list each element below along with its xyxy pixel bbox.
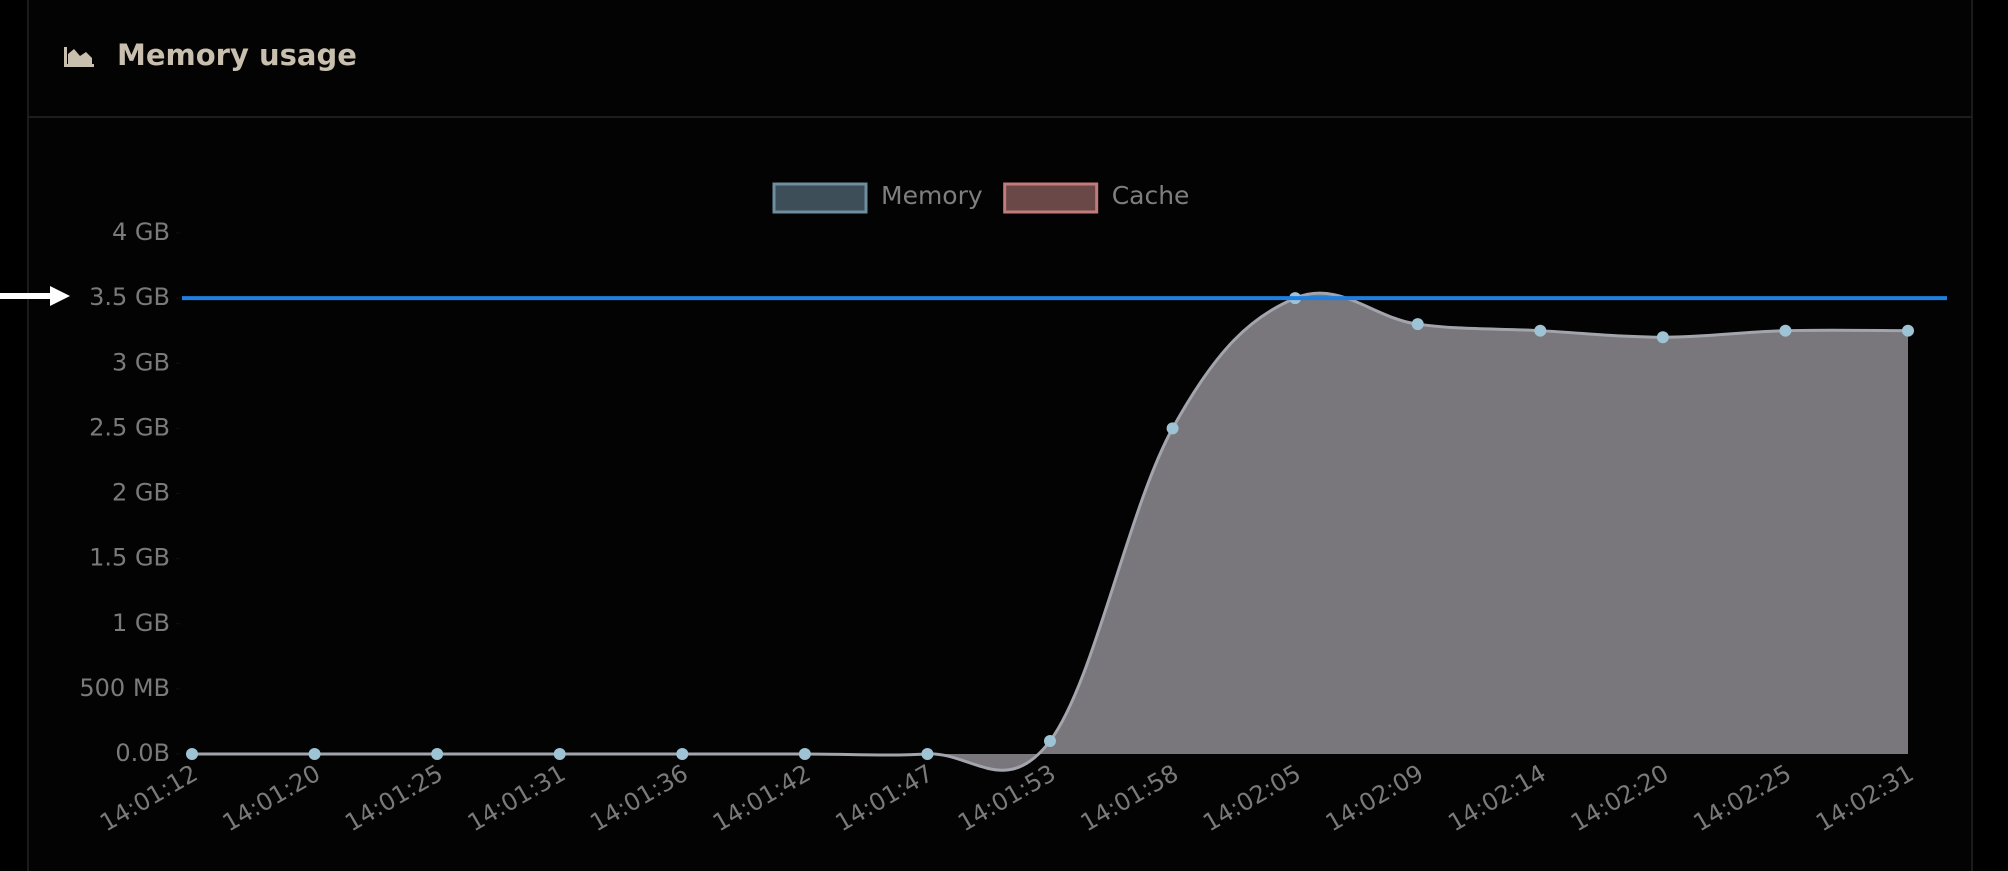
legend-label: Memory bbox=[881, 181, 983, 210]
data-point bbox=[1534, 324, 1547, 337]
legend-swatch bbox=[772, 182, 868, 214]
data-point bbox=[553, 748, 566, 760]
pointer-arrow bbox=[0, 286, 70, 306]
data-point bbox=[1779, 324, 1792, 337]
y-tick-label: 1 GB bbox=[112, 609, 170, 637]
data-point bbox=[921, 748, 934, 760]
y-tick-label: 2.5 GB bbox=[89, 413, 170, 441]
data-point bbox=[676, 748, 689, 760]
panel-title: Memory usage bbox=[117, 38, 357, 72]
data-point bbox=[308, 748, 321, 760]
y-tick-label: 3.5 GB bbox=[89, 283, 170, 311]
chart-icon bbox=[64, 47, 94, 67]
data-point bbox=[1166, 422, 1179, 435]
legend-swatch bbox=[1003, 182, 1099, 214]
y-tick-label: 1.5 GB bbox=[89, 544, 170, 572]
area-line bbox=[192, 291, 1909, 772]
data-point bbox=[798, 748, 811, 760]
y-tick-label: 3 GB bbox=[112, 348, 170, 376]
legend-label: Cache bbox=[1112, 181, 1190, 210]
y-tick-label: 0.0B bbox=[115, 739, 170, 767]
data-point bbox=[1411, 318, 1424, 331]
data-point bbox=[1656, 331, 1669, 344]
data-point bbox=[186, 748, 198, 760]
data-point bbox=[1044, 734, 1056, 747]
area-fill bbox=[192, 293, 1908, 771]
data-point bbox=[1902, 324, 1914, 337]
y-tick-label: 500 MB bbox=[79, 674, 170, 702]
y-tick-label: 2 GB bbox=[112, 479, 170, 507]
data-point bbox=[431, 748, 444, 760]
y-tick-label: 4 GB bbox=[112, 218, 170, 246]
